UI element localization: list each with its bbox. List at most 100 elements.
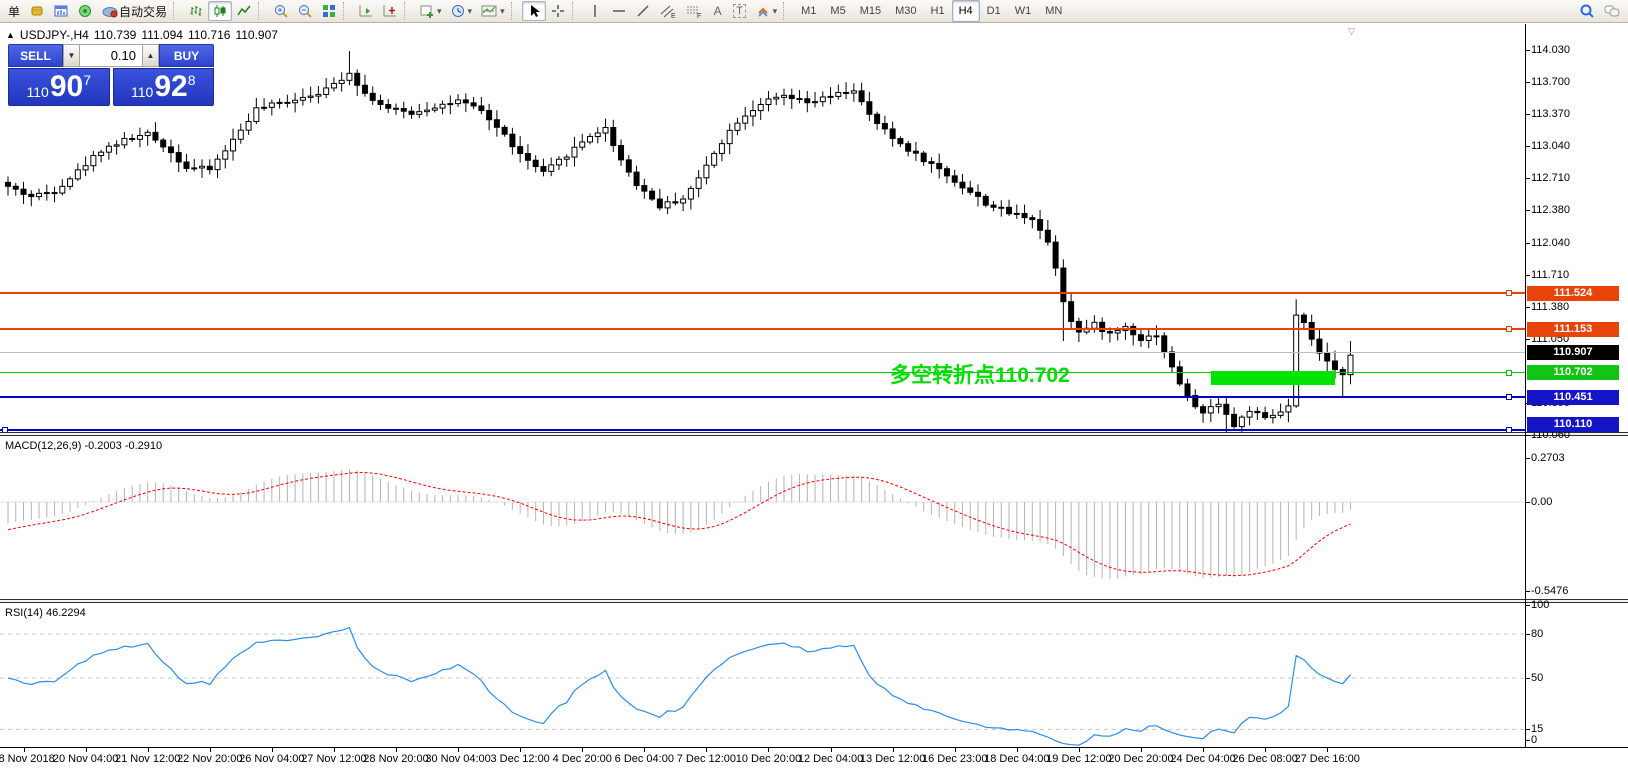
new-order-button[interactable]: 单: [3, 1, 25, 21]
tile-windows-button[interactable]: [317, 1, 341, 21]
timeframe-button-m1[interactable]: M1: [801, 5, 817, 17]
sell-price-big: 90: [49, 70, 84, 103]
candle: [1013, 212, 1020, 215]
line-handle[interactable]: [1506, 326, 1512, 333]
crosshair-button[interactable]: [546, 1, 570, 21]
timeframe-button-w1[interactable]: W1: [1014, 5, 1032, 17]
chat-button[interactable]: [1599, 1, 1625, 21]
macd-chart-area[interactable]: [0, 436, 1526, 599]
price-axis-border: [1525, 24, 1526, 747]
timeframe-button-mn[interactable]: MN: [1045, 5, 1063, 17]
dropdown-arrow-icon: ▾: [772, 5, 778, 16]
candle: [548, 164, 555, 172]
timeframe-button-h1[interactable]: H1: [930, 5, 945, 17]
buy-price-display[interactable]: 110 92 8: [112, 68, 214, 106]
text-tool-icon: A: [713, 4, 722, 18]
timeframe-button-m5[interactable]: M5: [830, 5, 846, 17]
candle: [672, 201, 679, 204]
highlight-rectangle[interactable]: [1210, 371, 1335, 385]
time-tick-label: 24 Dec 04:00: [1170, 753, 1236, 765]
horizontal-level-line-111.524[interactable]: [0, 292, 1525, 295]
chart-window-button[interactable]: [49, 1, 73, 21]
equidistant-channel-button[interactable]: E: [655, 1, 681, 21]
candle: [1331, 360, 1338, 371]
arrows-dropdown[interactable]: ▾: [751, 1, 782, 21]
vertical-line-button[interactable]: [583, 1, 607, 21]
search-button[interactable]: [1575, 1, 1599, 21]
candle: [835, 92, 842, 97]
candle: [982, 195, 989, 206]
time-tick-label: 22 Nov 20:00: [177, 753, 243, 765]
line-chart-button[interactable]: [232, 1, 256, 21]
sell-button[interactable]: SELL: [8, 44, 63, 67]
timeframe-button-h4[interactable]: H4: [951, 0, 980, 22]
candle: [594, 132, 601, 137]
pane-separator[interactable]: [0, 599, 1628, 603]
zoom-out-button[interactable]: [293, 1, 317, 21]
chart-title: ▲ USDJPY-,H4 110.739 111.094 110.716 110…: [6, 28, 278, 42]
autotrading-button[interactable]: 自动交易: [97, 1, 171, 21]
time-tick-label: 18 Nov 2018: [0, 753, 55, 765]
candle: [268, 102, 275, 108]
text-button[interactable]: A: [707, 1, 729, 21]
volume-increase-button[interactable]: ▲: [142, 44, 159, 67]
one-click-trade-panel: SELL ▼ 0.10 ▲ BUY 110 90 7 110 92 8: [8, 44, 214, 106]
terminal-icon[interactable]: [25, 1, 49, 21]
candle: [843, 92, 850, 95]
fibonacci-button[interactable]: F: [681, 1, 707, 21]
bar-chart-button[interactable]: [184, 1, 208, 21]
chart-shift-marker[interactable]: ▽: [1348, 26, 1355, 36]
time-tick: [520, 748, 522, 752]
time-tick: [644, 748, 646, 752]
horizontal-level-line-110.451[interactable]: [0, 396, 1525, 399]
zoom-in-button[interactable]: [269, 1, 293, 21]
timeframe-button-m15[interactable]: M15: [859, 5, 882, 17]
signals-button[interactable]: [73, 1, 97, 21]
time-tick-label: 10 Dec 20:00: [735, 753, 802, 765]
candle: [323, 87, 330, 95]
candle: [695, 177, 702, 189]
candle: [222, 150, 229, 160]
line-handle[interactable]: [1506, 394, 1512, 401]
candle: [330, 82, 337, 89]
time-tick-label: 4 Dec 20:00: [552, 753, 612, 765]
candle: [905, 143, 912, 152]
rsi-chart-area[interactable]: [0, 603, 1526, 746]
candle: [1347, 354, 1354, 376]
fibonacci-icon: F: [686, 6, 701, 19]
candle: [1231, 413, 1238, 428]
timeframe-button-d1[interactable]: D1: [986, 5, 1001, 17]
horizontal-level-line-110.907[interactable]: [0, 352, 1525, 354]
buy-button[interactable]: BUY: [159, 44, 214, 67]
volume-input[interactable]: 0.10: [80, 44, 142, 67]
cursor-button[interactable]: [521, 1, 546, 21]
volume-decrease-button[interactable]: ▼: [63, 44, 80, 67]
new-chart-dropdown[interactable]: ▾: [415, 1, 446, 21]
templates-dropdown[interactable]: ▾: [476, 1, 509, 21]
trendline-button[interactable]: [631, 1, 655, 21]
text-label-button[interactable]: T: [729, 1, 751, 21]
candle: [1293, 314, 1300, 407]
candlestick-chart-button[interactable]: [208, 1, 233, 21]
panel-collapse-icon[interactable]: ▲: [6, 30, 15, 40]
periods-dropdown[interactable]: ▾: [446, 1, 477, 21]
horizontal-level-line-110.702[interactable]: [0, 372, 1525, 374]
horizontal-level-line-110.11[interactable]: [0, 429, 1525, 432]
candle: [773, 96, 780, 100]
candle: [943, 168, 950, 177]
horizontal-line-button[interactable]: [607, 1, 631, 21]
price-tick-label: 112.710: [1531, 172, 1570, 185]
auto-scroll-button[interactable]: [354, 1, 378, 21]
turning-point-annotation[interactable]: 多空转折点110.702: [890, 363, 1070, 387]
pane-separator[interactable]: [0, 432, 1628, 436]
line-handle[interactable]: [1506, 369, 1512, 376]
candle: [478, 105, 485, 112]
rsi-line: [7, 626, 1351, 746]
price-badge-110.702: 110.702: [1527, 365, 1619, 381]
timeframe-button-m30[interactable]: M30: [895, 5, 917, 17]
horizontal-level-line-111.153[interactable]: [0, 328, 1525, 331]
line-handle[interactable]: [1506, 290, 1512, 297]
time-tick-label: 20 Dec 20:00: [1108, 753, 1174, 765]
sell-price-display[interactable]: 110 90 7: [8, 68, 110, 106]
chart-shift-button[interactable]: [378, 1, 402, 21]
